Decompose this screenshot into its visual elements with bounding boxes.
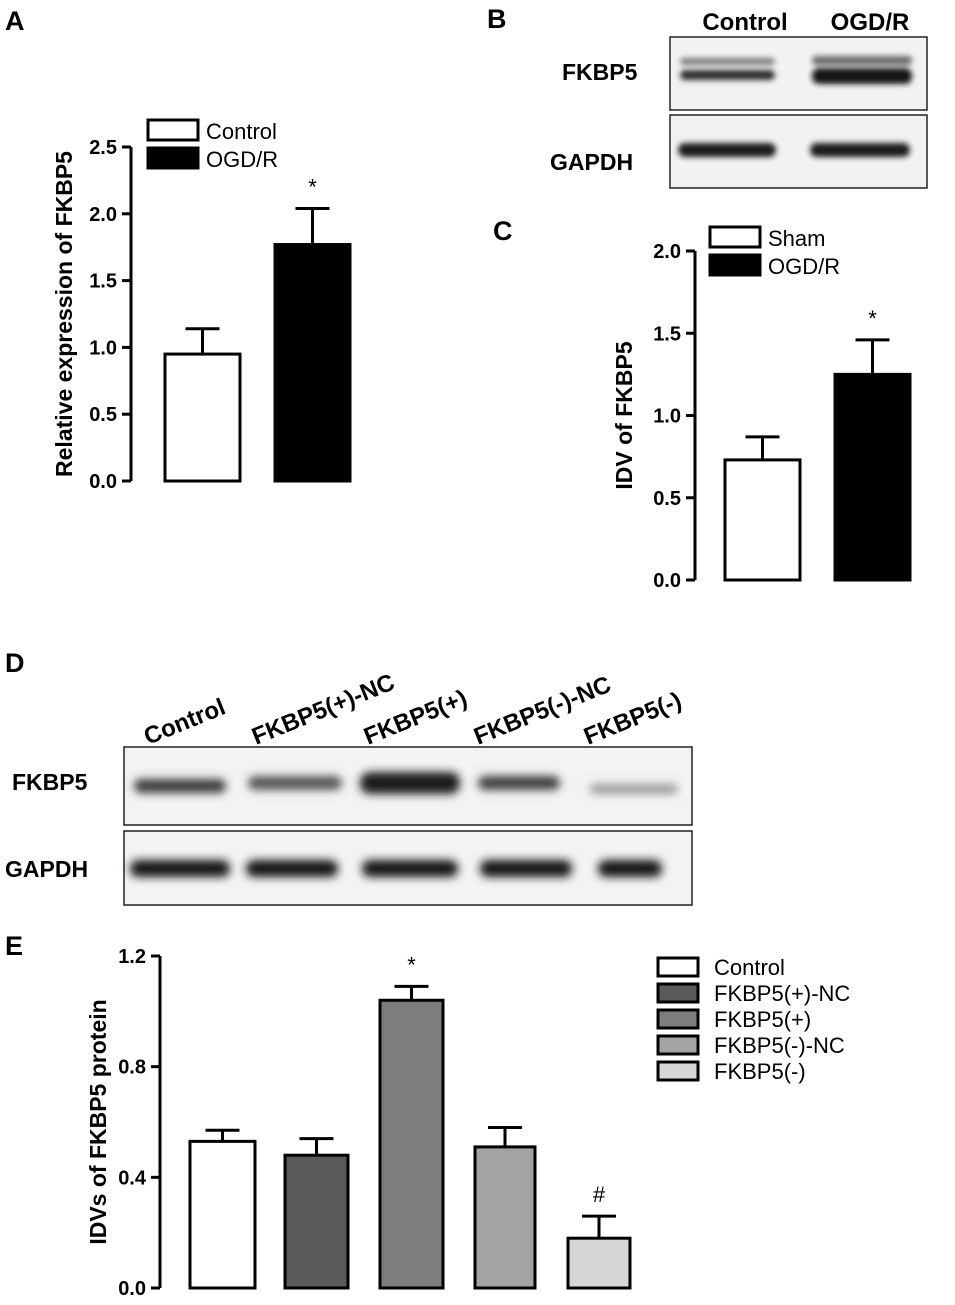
y-tick-label-e: 0.4: [118, 1167, 147, 1189]
y-axis-label-c: IDV of FKBP5: [611, 341, 637, 489]
legend-swatch-e: [656, 1008, 700, 1030]
legend-label-e: FKBP5(-): [714, 1059, 806, 1084]
y-tick-label-a: 0.5: [89, 404, 117, 426]
chart-panel-e: 0.0 0.4 0.8 1.2 IDVs of FKBP5 protein * # Contr…: [85, 946, 850, 1300]
legend-label-e: Control: [714, 955, 785, 980]
significance-marker-a: *: [308, 174, 317, 199]
y-tick-label-c: 1.5: [653, 323, 681, 345]
legend-swatch-e: [656, 1034, 700, 1056]
bar-e: [283, 1153, 350, 1290]
bar-e: [188, 1139, 257, 1290]
legend-swatch-c: [708, 225, 762, 249]
y-axis-label-a: Relative expression of FKBP5: [51, 151, 77, 477]
blot-b-row-label-fkbp5: FKBP5: [562, 59, 638, 85]
bar-e: [566, 1236, 632, 1290]
y-tick-label-c: 0.5: [653, 488, 681, 510]
blot-b-row-label-gapdh: GAPDH: [550, 149, 633, 175]
bar-a: [273, 243, 352, 483]
y-tick-label-e: 1.2: [118, 946, 146, 968]
blot-d-gapdh-bands: [130, 860, 662, 877]
blot-b-fkbp5-bands: [680, 56, 912, 84]
legend-swatch-e: [656, 982, 700, 1004]
legend-swatch-e: [656, 956, 700, 978]
panel-letter-b: B: [487, 4, 507, 34]
legend-label-a: Control: [206, 119, 277, 144]
legend-label-c: Sham: [768, 226, 825, 251]
y-tick-label-e: 0.0: [118, 1278, 146, 1300]
legend-swatch-e: [656, 1060, 700, 1082]
y-tick-label-c: 1.0: [653, 406, 681, 428]
panel-letter-d: D: [5, 648, 25, 678]
western-blot-panel-b: Control OGD/R FKBP5 GAPDH: [550, 9, 928, 189]
chart-panel-c: 0.0 0.5 1.0 1.5 2.0 IDV of FKBP5 * Sham OGD/R: [611, 225, 912, 592]
blot-b-lane-label-ogdr: OGD/R: [831, 9, 910, 36]
bar-e: [473, 1145, 537, 1290]
significance-marker-e: #: [593, 1182, 606, 1207]
y-tick-label-c: 0.0: [653, 570, 681, 592]
blot-b-lane-label-control: Control: [702, 9, 787, 36]
blot-b-gapdh-bands: [678, 143, 910, 157]
blot-d-lane-label-control: Control: [140, 694, 229, 751]
legend-label-e: FKBP5(-)-NC: [714, 1033, 845, 1058]
y-axis-label-e: IDVs of FKBP5 protein: [85, 999, 111, 1244]
bar-c: [833, 372, 912, 582]
y-tick-label-c: 2.0: [653, 241, 681, 263]
blot-d-fkbp5-bands: [134, 772, 678, 794]
western-blot-panel-d: Control FKBP5(+)-NC FKBP5(+) FKBP5(-)-NC…: [5, 669, 693, 906]
legend-label-e: FKBP5(+): [714, 1007, 811, 1032]
blot-d-row-label-gapdh: GAPDH: [5, 856, 88, 882]
legend-label-a: OGD/R: [206, 147, 278, 172]
y-tick-label-a: 0.0: [89, 471, 117, 493]
y-tick-label-e: 0.8: [118, 1057, 146, 1079]
legend-swatch-c: [708, 253, 762, 277]
significance-marker-e: *: [407, 952, 416, 977]
bar-c: [723, 458, 802, 582]
y-tick-label-a: 2.0: [89, 204, 117, 226]
panel-letter-e: E: [5, 931, 23, 961]
panel-letter-c: C: [493, 216, 513, 246]
y-tick-label-a: 1.5: [89, 271, 117, 293]
blot-d-row-label-fkbp5: FKBP5: [12, 769, 88, 795]
bar-a: [163, 352, 242, 483]
legend-label-c: OGD/R: [768, 254, 840, 279]
panel-letter-a: A: [5, 6, 25, 36]
legend-label-e: FKBP5(+)-NC: [714, 981, 850, 1006]
bar-e: [378, 998, 445, 1290]
legend-swatch-a: [146, 146, 200, 170]
legend-swatch-a: [146, 118, 200, 142]
y-tick-label-a: 1.0: [89, 337, 117, 359]
significance-marker-c: *: [868, 306, 877, 331]
y-tick-label-a: 2.5: [89, 137, 117, 159]
chart-panel-a: 0.0 0.5 1.0 1.5 2.0 2.5 Relative expression of…: [51, 118, 352, 493]
